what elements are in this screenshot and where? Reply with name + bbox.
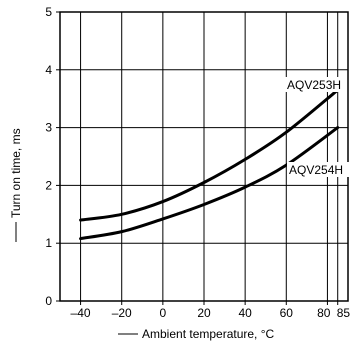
x-tick-label: –20 (112, 306, 132, 320)
x-axis-title-group: Ambient temperature, °C (118, 327, 275, 341)
y-tick-label: 5 (45, 5, 52, 19)
x-tick-label: 60 (280, 306, 294, 320)
x-axis-title: Ambient temperature, °C (142, 327, 275, 341)
series-line-aqv253h (79, 88, 340, 222)
series-layer (79, 88, 340, 241)
y-tick-label: 4 (45, 63, 52, 77)
series-label-bg (287, 162, 349, 177)
series-labels: AQV253H AQV254H (285, 77, 349, 177)
tick-labels: 0 1 2 3 4 5 –40 –20 0 20 40 60 80 85 (45, 5, 350, 320)
series-label-aqv254h: AQV254H (289, 163, 343, 177)
y-tick-label: 2 (45, 178, 52, 192)
series-label-aqv253h: AQV253H (287, 78, 341, 92)
y-tick-label: 1 (45, 236, 52, 250)
series-label-bg (285, 77, 347, 92)
x-tick-label: –40 (71, 306, 91, 320)
x-tick-label: 40 (238, 306, 252, 320)
x-tick-label: 0 (160, 306, 167, 320)
ticks (56, 11, 339, 305)
x-tick-label: 80 (317, 306, 331, 320)
x-tick-label: 85 (337, 306, 351, 320)
y-tick-label: 0 (45, 294, 52, 308)
series-line-aqv254h (79, 126, 340, 241)
grid (60, 12, 348, 301)
y-axis-title-group: Turn on time, ms (9, 128, 23, 242)
y-axis-title: Turn on time, ms (9, 128, 23, 218)
x-tick-label: 20 (197, 306, 211, 320)
y-tick-label: 3 (45, 121, 52, 135)
